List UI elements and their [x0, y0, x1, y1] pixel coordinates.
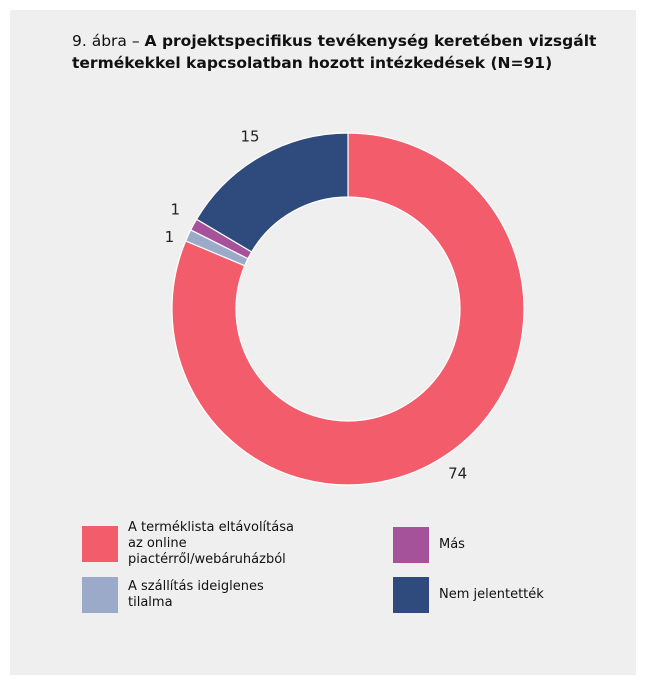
legend-item: Más: [393, 527, 613, 563]
legend-swatch: [82, 577, 118, 613]
donut-segment: [195, 132, 349, 253]
legend-swatch: [393, 577, 429, 613]
data-label: 15: [240, 127, 259, 145]
data-label: 1: [165, 228, 175, 246]
legend-swatch: [82, 526, 118, 562]
legend-swatch: [393, 527, 429, 563]
panel: [10, 10, 636, 675]
data-label: 74: [448, 464, 467, 482]
legend-item: A terméklista eltávolítása az online pia…: [82, 520, 312, 568]
data-label: 1: [171, 200, 181, 218]
legend-label: Nem jelentették: [439, 587, 544, 602]
legend-label: A szállítás ideiglenes tilalma: [128, 579, 264, 610]
legend-label: A terméklista eltávolítása az online pia…: [128, 520, 294, 567]
legend-item: A szállítás ideiglenes tilalma: [82, 577, 302, 613]
legend-label: Más: [439, 537, 465, 552]
legend-item: Nem jelentették: [393, 577, 613, 613]
donut-segment: [171, 132, 525, 486]
title-main: A projektspecifikus tevékenység keretébe…: [72, 32, 597, 72]
chart-title: 9. ábra – A projektspecifikus tevékenysé…: [72, 30, 632, 74]
title-prefix: 9. ábra –: [72, 32, 140, 50]
